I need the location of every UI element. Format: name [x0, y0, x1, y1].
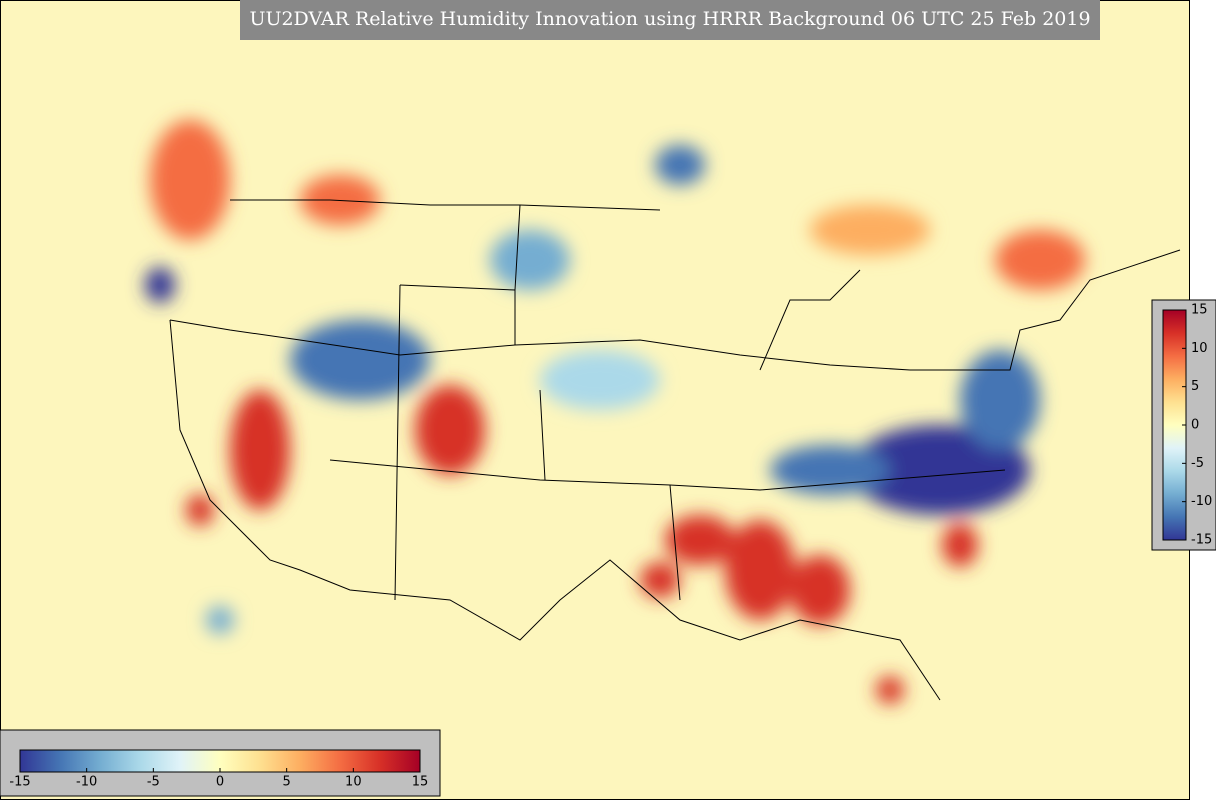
colorbar-tick-label: -15 [1191, 533, 1212, 548]
colorbar-tick-label: -5 [1191, 456, 1204, 471]
colorbar-tick-label: 0 [216, 775, 224, 790]
colorbar-tick-label: 15 [1191, 303, 1208, 318]
colorbar-tick-label: -10 [76, 775, 97, 790]
colorbar-tick-label: 0 [1191, 418, 1199, 433]
boundaries [169, 199, 1181, 701]
map-title: UU2DVAR Relative Humidity Innovation usi… [249, 8, 1090, 30]
colorbar-tick-label: 15 [412, 775, 429, 790]
colorbar-tick-label: -10 [1191, 494, 1212, 509]
colorbar-tick-label: 10 [1191, 341, 1208, 356]
colorbar-tick-label: -5 [147, 775, 160, 790]
field-blobs [145, 120, 1085, 704]
title-box [240, 0, 1100, 40]
colorbar-tick-label: -15 [9, 775, 30, 790]
colorbar-tick-label: 5 [283, 775, 291, 790]
colorbar-tick-label: 5 [1191, 379, 1199, 394]
colorbar-ticks: 15 10 5 0 -5 -10 -15 -15 -10 -5 0 5 10 15 [9, 303, 1212, 790]
colorbar-tick-label: 10 [345, 775, 362, 790]
